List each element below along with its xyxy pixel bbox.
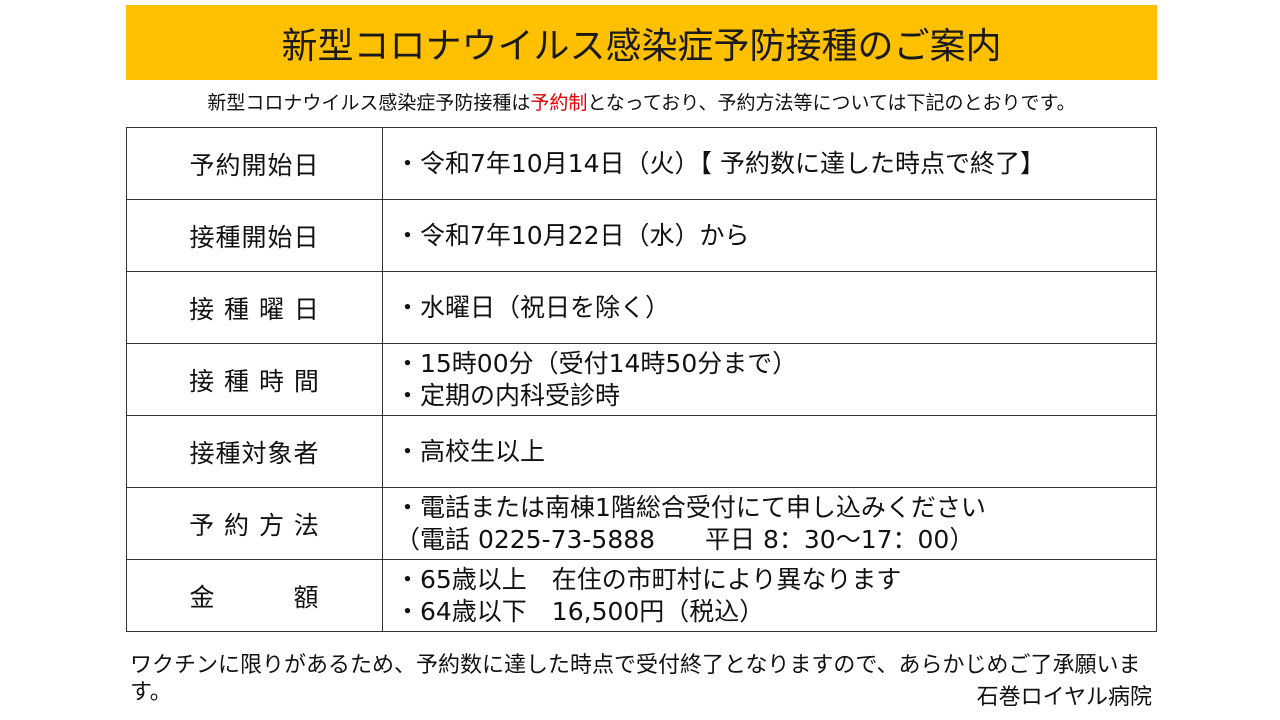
value-line: ・15時00分（受付14時50分まで） bbox=[395, 348, 798, 378]
row-value: ・65歳以上 在住の市町村により異なります ・64歳以下 16,500円（税込） bbox=[382, 559, 1157, 632]
row-label: 予約開始日 bbox=[126, 127, 383, 200]
subtitle: 新型コロナウイルス感染症予防接種は予約制となっており、予約方法等については下記の… bbox=[126, 88, 1157, 115]
row-label: 接種対象者 bbox=[126, 415, 383, 488]
table-row: 接種対象者 ・高校生以上 bbox=[126, 415, 1157, 488]
table-row: 予約開始日 ・令和7年10月14日（火）【 予約数に達した時点で終了】 bbox=[126, 127, 1157, 200]
value-line: ・令和7年10月14日（火）【 予約数に達した時点で終了】 bbox=[395, 148, 1045, 178]
table-row: 接 種 曜 日・水曜日（祝日を除く） bbox=[126, 271, 1157, 344]
value-line: ・65歳以上 在住の市町村により異なります bbox=[395, 564, 902, 594]
row-value: ・高校生以上 bbox=[382, 415, 1157, 488]
value-line: ・令和7年10月22日（水）から bbox=[395, 220, 750, 250]
row-label: 接 種 曜 日 bbox=[126, 271, 383, 344]
row-value: ・電話または南棟1階総合受付にて申し込みください （電話 0225-73-5888… bbox=[382, 487, 1157, 560]
row-value: ・令和7年10月22日（水）から bbox=[382, 199, 1157, 272]
row-value: ・15時00分（受付14時50分まで） ・定期の内科受診時 bbox=[382, 343, 1157, 416]
value-line: ・64歳以下 16,500円（税込） bbox=[395, 596, 765, 626]
info-table: 予約開始日 ・令和7年10月14日（火）【 予約数に達した時点で終了】 接種開始日・… bbox=[126, 127, 1157, 632]
table-row: 金 額・65歳以上 在住の市町村により異なります ・64歳以下 16,500円（税… bbox=[126, 559, 1157, 632]
row-label: 接 種 時 間 bbox=[126, 343, 383, 416]
value-line: ・定期の内科受診時 bbox=[395, 380, 621, 410]
value-line: （電話 0225-73-5888 平日 8：30〜17：00） bbox=[395, 524, 975, 554]
value-line: ・高校生以上 bbox=[395, 436, 546, 466]
row-value: ・令和7年10月14日（火）【 予約数に達した時点で終了】 bbox=[382, 127, 1157, 200]
table-row: 予 約 方 法・電話または南棟1階総合受付にて申し込みください （電話 0225-… bbox=[126, 487, 1157, 560]
footer-note: ワクチンに限りがあるため、予約数に達した時点で受付終了となりますので、あらかじめ… bbox=[130, 653, 1141, 705]
hospital-name: 石巻ロイヤル病院 bbox=[976, 685, 1152, 710]
subtitle-text: 新型コロナウイルス感染症予防接種は bbox=[207, 92, 531, 114]
row-label: 金 額 bbox=[126, 559, 383, 632]
table-row: 接種開始日 ・令和7年10月22日（水）から bbox=[126, 199, 1157, 272]
value-line: ・電話または南棟1階総合受付にて申し込みください bbox=[395, 492, 986, 522]
value-line: ・水曜日（祝日を除く） bbox=[395, 292, 671, 322]
table-row: 接 種 時 間・15時00分（受付14時50分まで） ・定期の内科受診時 bbox=[126, 343, 1157, 416]
subtitle-highlight: 予約制 bbox=[530, 92, 588, 114]
subtitle-text-after: となっており、予約方法等については下記のとおりです。 bbox=[587, 92, 1076, 114]
row-label: 接種開始日 bbox=[126, 199, 383, 272]
row-value: ・水曜日（祝日を除く） bbox=[382, 271, 1157, 344]
page-title: 新型コロナウイルス感染症予防接種のご案内 bbox=[126, 5, 1157, 80]
row-label: 予 約 方 法 bbox=[126, 487, 383, 560]
